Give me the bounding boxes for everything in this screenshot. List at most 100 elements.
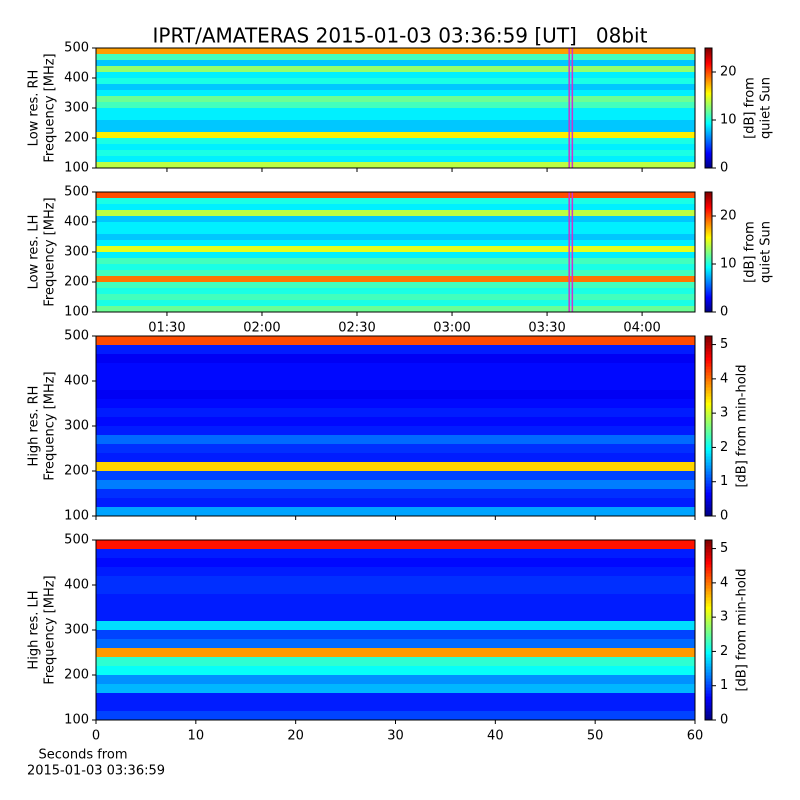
spectrum-band [96, 162, 695, 168]
spectrum-band [96, 114, 695, 120]
y-axis-label: Frequency [MHz] [43, 371, 58, 480]
spectrum-band [96, 567, 695, 576]
colorbar-segment [705, 258, 712, 261]
colorbar-segment [705, 429, 712, 433]
y-axis-label: Frequency [MHz] [43, 575, 58, 684]
y-tick-label: 500 [64, 185, 89, 200]
colorbar-segment [705, 48, 712, 51]
colorbar-segment [705, 681, 712, 685]
colorbar-segment [705, 80, 712, 83]
colorbar-segment [705, 345, 712, 349]
colorbar-segment [705, 250, 712, 253]
colorbar-segment [705, 426, 712, 430]
colorbar-segment [705, 582, 712, 586]
spectrum-band [96, 150, 695, 156]
colorbar-segment [705, 438, 712, 442]
colorbar-segment [705, 144, 712, 147]
x-axis-label: 2015-01-03 03:36:59 [27, 764, 165, 779]
colorbar-frame [704, 539, 713, 721]
y-tick-label: 400 [64, 71, 89, 86]
spectrum-band [96, 90, 695, 96]
colorbar-segment [705, 687, 712, 691]
y-tick-label: 500 [64, 533, 89, 548]
colorbar-segment [705, 600, 712, 604]
colorbar-segment [705, 262, 712, 265]
colorbar-segment [705, 68, 712, 71]
colorbar-segment [705, 498, 712, 502]
colorbar-segment [705, 474, 712, 478]
colorbar-segment [705, 612, 712, 616]
y-tick-label: 400 [64, 578, 89, 593]
colorbar-tick-label: 3 [720, 610, 728, 625]
x-tick-label: 0 [92, 729, 100, 744]
colorbar-label: [dB] from [743, 77, 758, 139]
colorbar-segment [705, 54, 712, 57]
colorbar-segment [705, 216, 712, 219]
spectrum-band [96, 78, 695, 84]
colorbar-segment [705, 306, 712, 309]
colorbar-segment [705, 92, 712, 95]
y-tick-label: 100 [64, 161, 89, 176]
colorbar-segment [705, 387, 712, 391]
colorbar-segment [705, 594, 712, 598]
y-tick-label: 400 [64, 374, 89, 389]
y-tick-label: 200 [64, 464, 89, 479]
colorbar-segment [705, 274, 712, 277]
colorbar-segment [705, 633, 712, 637]
colorbar-segment [705, 272, 712, 275]
spectrum-band [96, 444, 695, 453]
spectrum-band [96, 462, 695, 471]
colorbar-segment [705, 423, 712, 427]
spectrum-band [96, 336, 695, 345]
spectrum-band [96, 453, 695, 462]
colorbar-segment [705, 396, 712, 400]
colorbar-segment [705, 672, 712, 676]
colorbar-segment [705, 278, 712, 281]
colorbar-segment [705, 585, 712, 589]
colorbar-segment [705, 122, 712, 125]
y-axis-label: High res. RH [27, 386, 42, 467]
spectrum-band [96, 612, 695, 621]
spectrum-band [96, 132, 695, 138]
colorbar-segment [705, 88, 712, 91]
spectrum-band [96, 282, 695, 288]
spectrum-band [96, 648, 695, 657]
colorbar-tick-label: 10 [720, 113, 737, 128]
colorbar-segment [705, 72, 712, 75]
colorbar-segment [705, 192, 712, 195]
colorbar-segment [705, 126, 712, 129]
colorbar-segment [705, 136, 712, 139]
colorbar-segment [705, 651, 712, 655]
colorbar-segment [705, 210, 712, 213]
colorbar-segment [705, 456, 712, 460]
colorbar-segment [705, 206, 712, 209]
y-axis-label: Frequency [MHz] [43, 53, 58, 162]
x-tick-label: 40 [487, 729, 504, 744]
colorbar-segment [705, 86, 712, 89]
colorbar-segment [705, 360, 712, 364]
spectrum-band [96, 363, 695, 372]
spectrum-band [96, 84, 695, 90]
colorbar-segment [705, 447, 712, 451]
colorbar-segment [705, 441, 712, 445]
spectrum-band [96, 540, 695, 549]
spectrum-band [96, 138, 695, 144]
colorbar-segment [705, 130, 712, 133]
colorbar-segment [705, 417, 712, 421]
spectrum-band [96, 585, 695, 594]
colorbar-segment [705, 242, 712, 245]
spectrum-band [96, 684, 695, 693]
spectrum-band [96, 666, 695, 675]
spectrum-band [96, 300, 695, 306]
spectrum-band [96, 120, 695, 126]
colorbar-segment [705, 435, 712, 439]
colorbar-tick-label: 0 [720, 305, 728, 320]
colorbar-segment [705, 615, 712, 619]
colorbar-segment [705, 124, 712, 127]
spectrum-band [96, 381, 695, 390]
colorbar-segment [705, 348, 712, 352]
colorbar-segment [705, 308, 712, 311]
colorbar-segment [705, 118, 712, 121]
y-tick-label: 300 [64, 419, 89, 434]
colorbar-segment [705, 543, 712, 547]
